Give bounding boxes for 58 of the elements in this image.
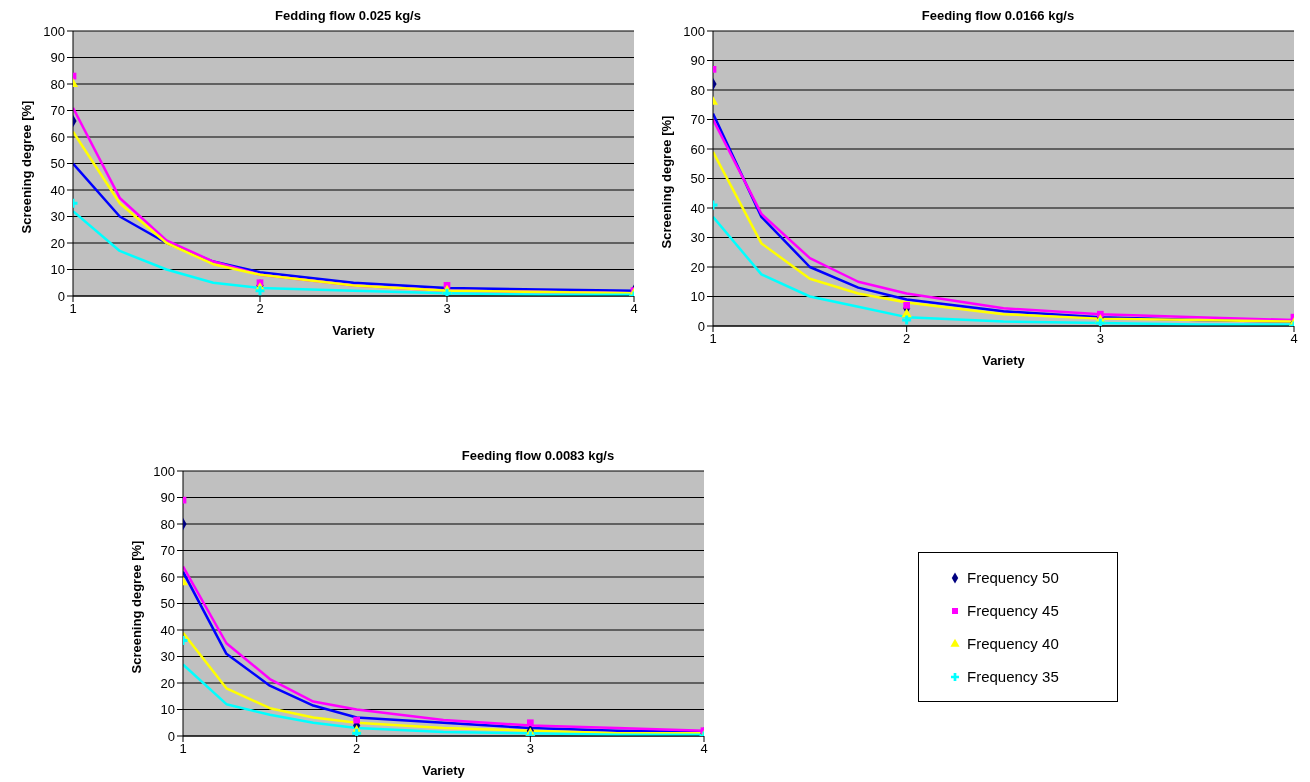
x-tick-label: 3	[1096, 331, 1104, 347]
x-tick-label: 3	[526, 741, 534, 757]
y-tick-label: 10	[690, 289, 705, 305]
y-tick-label: 70	[690, 112, 705, 128]
y-tick-label: 20	[50, 235, 65, 251]
y-tick-label: 90	[50, 50, 65, 66]
y-axis-title: Screening degree [%]	[128, 540, 144, 674]
y-tick-label: 30	[690, 230, 705, 246]
y-tick-label: 100	[43, 23, 65, 39]
y-tick-label: 90	[690, 53, 705, 69]
y-tick-label: 50	[160, 596, 175, 612]
x-axis-title: Variety	[982, 353, 1026, 369]
x-tick-label: 4	[700, 741, 708, 757]
chart-title: Feeding flow 0.0083 kg/s	[461, 448, 615, 463]
x-tick-label: 1	[709, 331, 717, 347]
y-tick-label: 30	[160, 649, 175, 665]
y-tick-label: 10	[50, 262, 65, 278]
y-tick-label: 90	[160, 490, 175, 506]
x-axis-title: Variety	[332, 323, 376, 339]
y-axis-title: Screening degree [%]	[658, 115, 674, 249]
y-tick-label: 20	[690, 259, 705, 275]
y-tick-label: 80	[50, 76, 65, 92]
y-tick-label: 20	[160, 675, 175, 691]
y-tick-label: 30	[50, 209, 65, 225]
y-tick-label: 80	[690, 82, 705, 98]
y-tick-label: 0	[697, 318, 705, 334]
x-tick-label: 2	[903, 331, 911, 347]
y-tick-label: 70	[160, 543, 175, 559]
y-tick-label: 60	[50, 129, 65, 145]
y-tick-label: 0	[167, 728, 175, 744]
x-tick-label: 4	[630, 301, 638, 317]
x-tick-label: 3	[443, 301, 451, 317]
y-tick-label: 40	[160, 622, 175, 638]
y-tick-label: 10	[160, 702, 175, 718]
y-tick-label: 100	[153, 463, 175, 479]
y-tick-label: 70	[50, 103, 65, 119]
chart-title: Fedding flow 0.025 kg/s	[275, 8, 421, 23]
x-tick-label: 2	[353, 741, 361, 757]
legend-label: Frequency 35	[967, 668, 1059, 685]
y-tick-label: 40	[50, 182, 65, 198]
y-tick-label: 60	[160, 569, 175, 585]
legend-label: Frequency 45	[967, 602, 1059, 619]
x-axis-title: Variety	[422, 763, 466, 779]
legend-label: Frequency 50	[967, 569, 1059, 586]
legend-label: Frequency 40	[967, 635, 1059, 652]
y-tick-label: 100	[683, 23, 705, 39]
chart-title: Feeding flow 0.0166 kg/s	[921, 8, 1075, 23]
y-tick-label: 60	[690, 141, 705, 157]
y-tick-label: 0	[57, 288, 65, 304]
y-tick-label: 50	[690, 171, 705, 187]
y-tick-label: 50	[50, 156, 65, 172]
y-tick-label: 80	[160, 516, 175, 532]
y-tick-label: 40	[690, 200, 705, 216]
y-axis-title: Screening degree [%]	[18, 100, 34, 234]
x-tick-label: 4	[1290, 331, 1298, 347]
x-tick-label: 2	[256, 301, 264, 317]
x-tick-label: 1	[69, 301, 77, 317]
x-tick-label: 1	[179, 741, 187, 757]
